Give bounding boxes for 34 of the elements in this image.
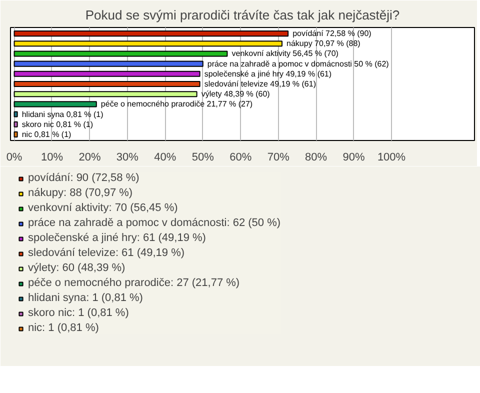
legend-label: výlety: 60 (48,39 %) [28,262,126,274]
legend-label: hlidani syna: 1 (0,81 %) [28,292,143,304]
x-tick-label: 0% [6,152,22,164]
data-label: výlety 48,39 % (60) [201,90,270,99]
x-tick-label: 100% [377,152,406,164]
legend-label: povídání: 90 (72,58 %) [28,172,140,184]
x-tick-label: 30% [116,152,139,164]
x-tick-label: 10% [40,152,64,164]
legend-label: skoro nic: 1 (0,81 %) [28,307,129,319]
x-tick-label: 60% [230,152,252,164]
data-label: nic 0,81 % (1) [22,130,72,139]
data-label: skoro nic 0,81 % (1) [22,120,94,129]
data-label: hlidani syna 0,81 % (1) [22,110,104,119]
data-label: nákupy 70,97 % (88) [286,39,361,48]
x-tick-label: 40% [154,152,176,164]
data-label: práce na zahradě a pomoc v domácnosti 50 % (62) [207,59,390,68]
data-label: společenské a jiné hry 49,19 % (61) [204,69,332,78]
legend-label: venkovní aktivity: 70 (56,45 %) [28,202,178,214]
x-tick-label: 50% [192,152,214,164]
x-tick-label: 70% [267,152,290,164]
x-tick-label: 80% [305,152,328,164]
legend-label: péče o nemocného prarodiče: 27 (21,77 %) [28,277,240,289]
legend-label: nic: 1 (0,81 %) [28,322,99,334]
data-label: péče o nemocného prarodiče 21,77 % (27) [100,100,253,109]
data-label: povídání 72,58 % (90) [292,29,372,38]
x-tick-label: 90% [342,152,366,164]
data-label: venkovní aktivity 56,45 % (70) [232,49,339,58]
legend-label: nákupy: 88 (70,97 %) [28,187,133,199]
x-tick-label: 20% [78,152,101,164]
legend-label: společenské a jiné hry: 61 (49,19 %) [28,232,206,244]
legend-label: práce na zahradě a pomoc v domácnosti: 62 (50 %) [28,217,281,229]
data-label: sledování televize 49,19 % (61) [204,80,316,88]
legend-label: sledování televize: 61 (49,19 %) [28,247,185,259]
chart-title: Pokud se svými prarodiči trávíte čas tak jak nejčastěji? [85,8,400,22]
